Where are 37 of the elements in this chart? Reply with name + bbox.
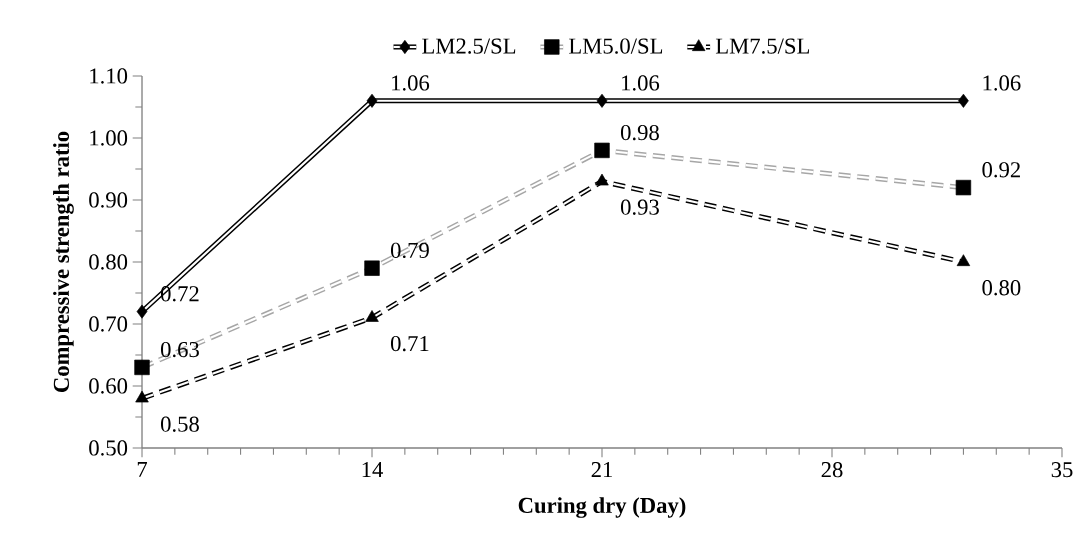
data-label: 0.92 xyxy=(982,162,1020,178)
data-label: 0.71 xyxy=(390,335,429,352)
point xyxy=(958,93,969,108)
point xyxy=(596,93,608,108)
x-tick-label: 35 xyxy=(1051,462,1073,478)
y-tick-label: 0.60 xyxy=(89,378,128,394)
y-tick-label: 1.00 xyxy=(90,130,128,146)
x-tick-label: 7 xyxy=(137,462,148,477)
data-label: 0.63 xyxy=(160,341,199,358)
data-label: 0.93 xyxy=(620,199,659,215)
y-tick-label: 0.80 xyxy=(89,254,128,270)
data-label: 0.80 xyxy=(982,280,1021,296)
data-label: 0.98 xyxy=(620,124,659,141)
y-tick-label: 1.10 xyxy=(90,68,128,84)
x-tick-label: 21 xyxy=(591,462,612,478)
y-tick-label: 0.50 xyxy=(89,440,128,456)
data-label: 1.06 xyxy=(392,75,430,91)
point xyxy=(956,254,971,266)
y-tick-label: 0.70 xyxy=(89,316,128,332)
point xyxy=(136,304,148,319)
point xyxy=(135,390,149,403)
point xyxy=(365,310,379,322)
legend-label: LM5.0/SL xyxy=(569,38,663,54)
x-tick-label: 28 xyxy=(821,462,843,478)
x-tick-label: 14 xyxy=(362,462,383,477)
legend-label: LM7.5/SL xyxy=(715,38,809,54)
x-axis-title: Curing dry (Day) xyxy=(518,497,686,518)
data-label: 1.06 xyxy=(622,75,660,91)
y-axis-title: Compressive strength ratio xyxy=(53,131,74,393)
point xyxy=(595,173,609,186)
point xyxy=(366,93,378,108)
data-label: 0.79 xyxy=(390,242,429,259)
legend-label: LM2.5/SL xyxy=(422,38,516,54)
data-label: 0.72 xyxy=(160,286,199,302)
y-tick-label: 0.90 xyxy=(89,192,128,208)
data-label: 0.58 xyxy=(160,416,199,432)
data-label: 1.06 xyxy=(983,75,1021,91)
